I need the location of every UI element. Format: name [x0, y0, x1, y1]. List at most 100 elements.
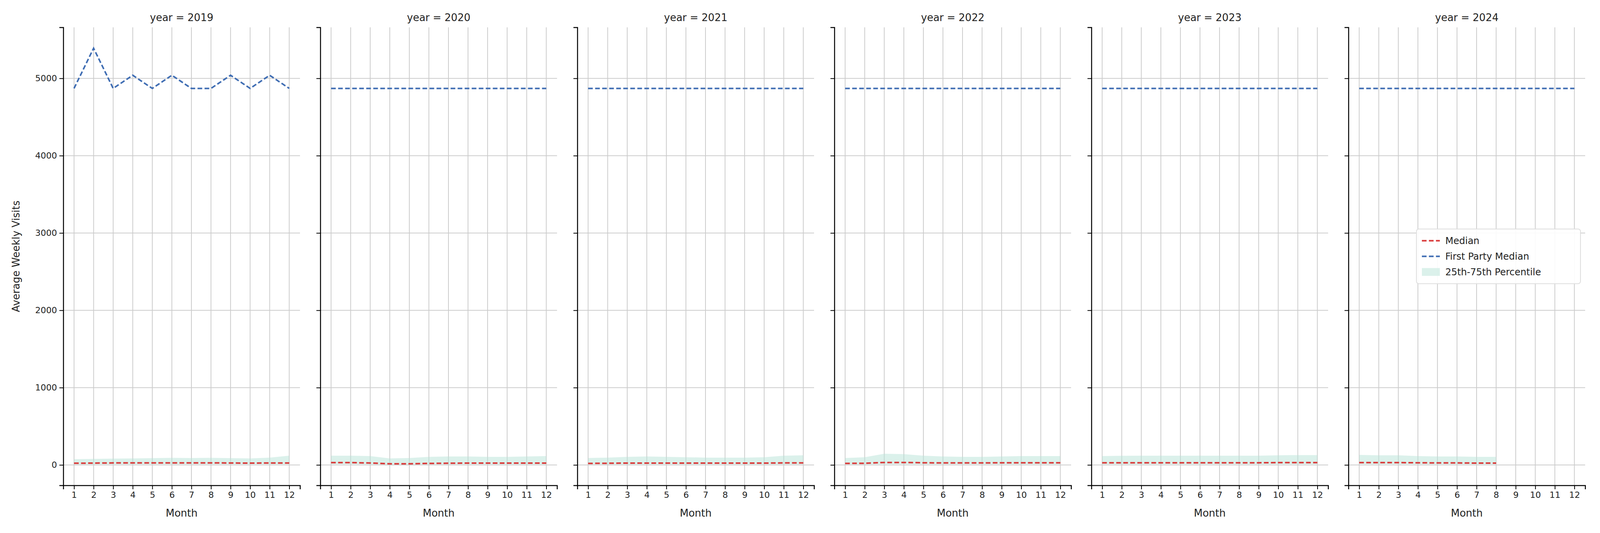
tick-mark — [507, 485, 508, 490]
y-grid-line — [320, 387, 558, 389]
tick — [830, 233, 835, 234]
tick-label: 10 — [758, 490, 770, 500]
tick — [1087, 310, 1092, 311]
series-line — [74, 462, 290, 465]
x-grid-line — [626, 27, 628, 486]
tick: 6 — [940, 485, 946, 500]
x-axis: 123456789101112 — [1091, 485, 1329, 500]
tick: 1 — [1099, 485, 1106, 500]
tick: 9 — [1256, 485, 1262, 500]
tick-label: 9 — [1513, 490, 1519, 500]
tick — [573, 465, 578, 466]
tick: 6 — [1454, 485, 1460, 500]
tick-mark — [1087, 310, 1092, 311]
tick: 1000 — [35, 382, 64, 393]
tick-label: 9 — [1256, 490, 1262, 500]
tick — [1344, 465, 1349, 466]
x-grid-line — [1160, 27, 1162, 486]
tick: 5 — [149, 485, 156, 500]
y-grid-line — [834, 78, 1072, 79]
y-grid-line — [320, 78, 558, 79]
tick-label: 11 — [1292, 490, 1304, 500]
series-line — [331, 87, 547, 90]
x-grid-line — [408, 27, 410, 486]
x-grid-line — [763, 27, 765, 486]
x-grid-line — [883, 27, 885, 486]
panel-title: year = 2021 — [664, 11, 728, 24]
tick: 5 — [1434, 485, 1441, 500]
tick-label: 3 — [881, 490, 888, 500]
panel: 123456789101112year = 2020Month — [316, 11, 558, 520]
tick-mark — [830, 310, 835, 311]
tick-label: 7 — [703, 490, 709, 500]
tick-mark — [1199, 485, 1201, 490]
tick: 9 — [228, 485, 234, 500]
tick-mark — [1515, 485, 1517, 490]
tick-label: 8 — [465, 490, 472, 500]
axis-line — [830, 27, 835, 486]
series-line — [1359, 462, 1497, 464]
y-axis-label: Average Weekly Visits — [10, 200, 22, 313]
tick-mark — [408, 485, 410, 490]
tick: 7 — [1217, 485, 1223, 500]
tick-label: 6 — [169, 490, 175, 500]
x-axis: 123456789101112 — [834, 485, 1072, 500]
x-grid-line — [1199, 27, 1201, 486]
tick-mark — [1258, 485, 1260, 490]
plot-area — [588, 88, 804, 465]
tick-label: 9 — [742, 490, 748, 500]
axis-line — [1087, 27, 1092, 486]
tick-label: 4 — [1415, 490, 1421, 500]
tick-mark — [1087, 155, 1092, 157]
y-grid-line — [63, 387, 300, 389]
x-grid-line — [1101, 27, 1103, 486]
tick: 11 — [1035, 485, 1047, 500]
tick-mark — [1344, 232, 1349, 234]
x-axis: 123456789101112 — [63, 485, 301, 500]
tick-mark — [573, 387, 578, 389]
tick: 11 — [1292, 485, 1304, 500]
tick-mark — [1344, 155, 1349, 157]
tick-mark — [1087, 232, 1092, 234]
tick-mark — [1456, 485, 1458, 490]
tick-label: 12 — [541, 490, 552, 500]
x-grid-line — [526, 27, 527, 486]
tick-mark — [1021, 485, 1022, 490]
tick-mark — [1297, 485, 1299, 490]
panel: 123456789101112010002000300040005000year… — [10, 11, 301, 520]
x-grid-line — [1040, 27, 1042, 486]
tick-label: 4 — [1158, 490, 1164, 500]
axis-line — [316, 27, 321, 486]
series-line — [588, 463, 804, 464]
tick-label: 5 — [1434, 490, 1441, 500]
x-grid-line — [844, 27, 846, 486]
tick-mark — [923, 485, 924, 490]
tick: 7 — [189, 485, 195, 500]
tick: 7 — [1474, 485, 1480, 500]
tick-mark — [59, 232, 64, 234]
tick: 4 — [130, 485, 136, 500]
series-line — [1359, 87, 1575, 90]
x-grid-line — [864, 27, 866, 486]
tick: 12 — [541, 485, 552, 500]
tick — [573, 387, 578, 389]
y-grid-line — [834, 310, 1072, 311]
tick: 4 — [1158, 485, 1164, 500]
tick — [830, 387, 835, 389]
tick: 2 — [1119, 485, 1125, 500]
tick: 10 — [758, 485, 770, 500]
x-grid-line — [802, 27, 804, 486]
x-grid-line — [1121, 27, 1123, 486]
y-grid-line — [320, 310, 558, 311]
tick-mark — [744, 485, 746, 490]
percentile-band — [74, 455, 290, 465]
plot-area — [845, 88, 1061, 465]
x-grid-line — [288, 27, 290, 486]
tick: 4 — [1415, 485, 1421, 500]
tick-mark — [73, 485, 75, 490]
x-grid-line — [210, 27, 212, 486]
tick-mark — [316, 387, 321, 389]
y-axis — [1344, 27, 1349, 486]
tick — [1087, 233, 1092, 234]
tick — [316, 310, 321, 311]
